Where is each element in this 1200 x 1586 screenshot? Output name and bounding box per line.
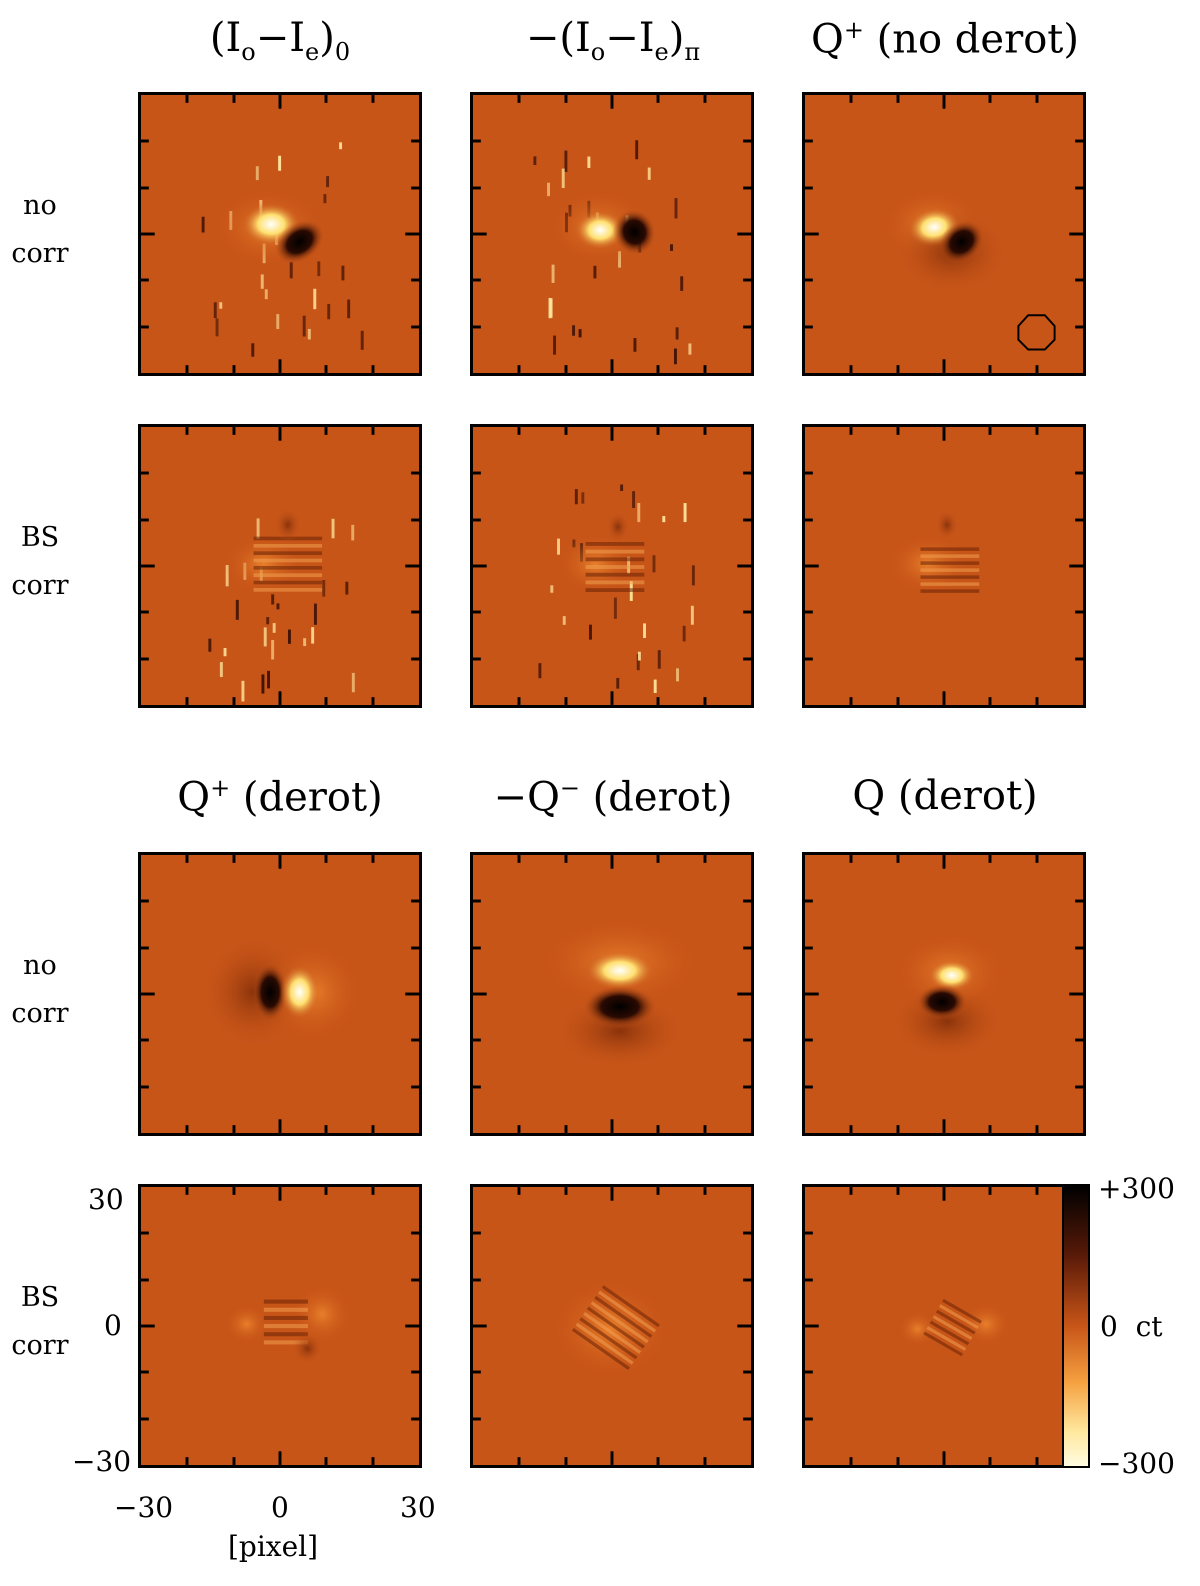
colorbar-mid-label: 0 ct <box>1100 1310 1163 1343</box>
panel-top-nocorr-col3 <box>802 92 1086 376</box>
image-bottom-nocorr-col1 <box>141 855 419 1133</box>
colorbar-max-label: +300 <box>1098 1172 1175 1205</box>
y-tick-bottom: −30 <box>72 1445 132 1478</box>
y-tick-top: 30 <box>88 1183 124 1216</box>
image-top-nocorr-col1 <box>141 95 419 373</box>
panel-top-nocorr-col2 <box>470 92 754 376</box>
image-top-bscorr-col3 <box>805 427 1083 705</box>
title-top-col3: Q+ (no derot) <box>811 16 1079 63</box>
panel-top-bscorr-col1 <box>138 424 422 708</box>
image-bottom-bscorr-col2 <box>473 1187 751 1465</box>
y-tick-mid: 0 <box>104 1309 122 1342</box>
image-bottom-nocorr-col2 <box>473 855 751 1133</box>
title-top-col2: −(Io−Ie)π <box>525 15 701 66</box>
panel-bottom-nocorr-col2 <box>470 852 754 1136</box>
image-top-nocorr-col3 <box>805 95 1083 373</box>
row-label-bs-corr-bottom: BS corr <box>11 1282 69 1361</box>
image-bottom-bscorr-col3 <box>805 1187 1083 1465</box>
x-tick-left: −30 <box>114 1491 174 1524</box>
row-label-no-corr-top: no corr <box>11 190 69 269</box>
colorbar <box>1062 1184 1090 1468</box>
panel-bottom-nocorr-col1 <box>138 852 422 1136</box>
image-top-bscorr-col1 <box>141 427 419 705</box>
title-top-col1: (Io−Ie)0 <box>209 15 351 66</box>
panel-top-nocorr-col1 <box>138 92 422 376</box>
panel-top-bscorr-col2 <box>470 424 754 708</box>
x-axis-label: [pixel] <box>228 1530 319 1563</box>
panel-bottom-bscorr-col3 <box>802 1184 1086 1468</box>
image-top-bscorr-col2 <box>473 427 751 705</box>
panel-top-bscorr-col3 <box>802 424 1086 708</box>
x-tick-mid: 0 <box>271 1491 289 1524</box>
row-label-no-corr-bottom: no corr <box>11 950 69 1029</box>
title-bottom-col2: −Q− (derot) <box>493 774 733 821</box>
panel-bottom-bscorr-col1 <box>138 1184 422 1468</box>
row-label-bs-corr-top: BS corr <box>11 522 69 601</box>
colorbar-min-label: −300 <box>1098 1447 1175 1480</box>
panel-bottom-nocorr-col3 <box>802 852 1086 1136</box>
image-top-nocorr-col2 <box>473 95 751 373</box>
image-bottom-nocorr-col3 <box>805 855 1083 1133</box>
image-bottom-bscorr-col1 <box>141 1187 419 1465</box>
title-bottom-col3: Q (derot) <box>852 773 1038 819</box>
panel-bottom-bscorr-col2 <box>470 1184 754 1468</box>
title-bottom-col1: Q+ (derot) <box>177 774 383 821</box>
x-tick-right: 30 <box>400 1491 436 1524</box>
